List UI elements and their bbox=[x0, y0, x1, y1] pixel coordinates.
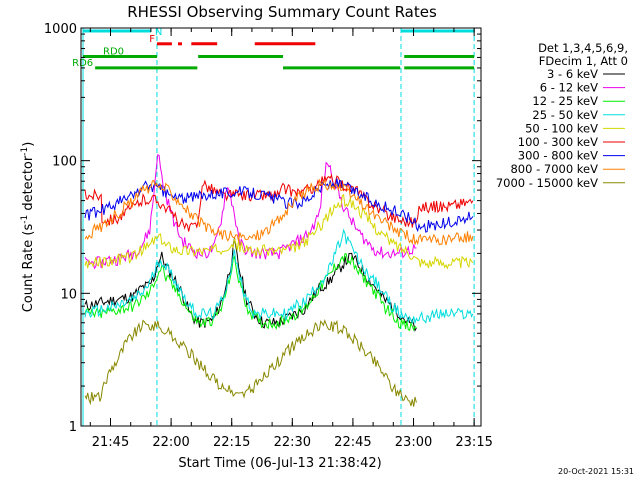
legend-label-2: 12 - 25 keV bbox=[532, 94, 598, 108]
footer-timestamp: 20-Oct-2021 15:31 bbox=[558, 467, 634, 476]
x-tick-label: 22:30 bbox=[274, 435, 311, 450]
legend: Det 1,3,4,5,6,9,FDecim 1, Att 03 - 6 keV… bbox=[496, 41, 628, 190]
time-markers bbox=[82, 28, 475, 426]
series-line-5 bbox=[84, 173, 474, 232]
axes-layer: 21:45 22:00 22:15 22:30 22:45 23:00 23:15 1 10 10… bbox=[44, 22, 493, 450]
x-tick-label: 23:15 bbox=[455, 435, 492, 450]
legend-header-line: FDecim 1, Att 0 bbox=[539, 54, 628, 68]
y-tick-label: 1000 bbox=[44, 22, 77, 37]
flag-label-2: RD0 bbox=[103, 46, 124, 57]
legend-label-7: 800 - 7000 keV bbox=[510, 162, 598, 176]
flags-layer: NF RD0 RD6 bbox=[72, 27, 475, 70]
legend-label-3: 25 - 50 keV bbox=[532, 108, 598, 122]
y-axis-label: Count Rate (s-1 detector-1) bbox=[20, 142, 36, 313]
flag-label-3: RD6 bbox=[72, 58, 93, 69]
legend-header-line: Det 1,3,4,5,6,9, bbox=[538, 41, 628, 55]
x-axis-label: Start Time (06-Jul-13 21:38:42) bbox=[178, 456, 381, 471]
legend-label-4: 50 - 100 keV bbox=[525, 121, 598, 135]
y-tick-label: 100 bbox=[52, 155, 77, 170]
series-line-4 bbox=[84, 193, 474, 270]
series-layer bbox=[84, 154, 474, 407]
y-tick-label: 1 bbox=[69, 420, 77, 435]
legend-label-8: 7000 - 15000 keV bbox=[496, 176, 598, 190]
y-tick-label: 10 bbox=[60, 287, 77, 302]
plot-frame bbox=[80, 27, 482, 427]
y-axis-label-prefix: Count Rate (s bbox=[21, 224, 36, 313]
flag-label-1: F bbox=[149, 34, 155, 45]
y-axis-label-sup: -1 bbox=[20, 215, 30, 224]
x-tick-label: 22:00 bbox=[152, 435, 189, 450]
series-line-2 bbox=[84, 252, 417, 332]
flag-label-0: N bbox=[155, 27, 162, 38]
y-axis-label-suffix: detector bbox=[21, 155, 36, 215]
chart-title: RHESSI Observing Summary Count Rates bbox=[127, 3, 437, 21]
x-tick-label: 23:00 bbox=[395, 435, 432, 450]
series-line-6 bbox=[84, 178, 474, 233]
x-tick-label: 22:15 bbox=[213, 435, 250, 450]
x-tick-label: 22:45 bbox=[334, 435, 371, 450]
legend-label-0: 3 - 6 keV bbox=[547, 67, 598, 81]
legend-label-6: 300 - 800 keV bbox=[518, 149, 598, 163]
x-tick-label: 21:45 bbox=[92, 435, 129, 450]
legend-label-1: 6 - 12 keV bbox=[540, 81, 598, 95]
legend-label-5: 100 - 300 keV bbox=[518, 135, 598, 149]
series-line-7 bbox=[84, 178, 474, 246]
series-line-8 bbox=[84, 319, 417, 407]
y-axis-label-sup2: -1 bbox=[20, 147, 30, 156]
series-line-3 bbox=[84, 228, 474, 325]
y-axis-label-close: ) bbox=[21, 142, 36, 147]
